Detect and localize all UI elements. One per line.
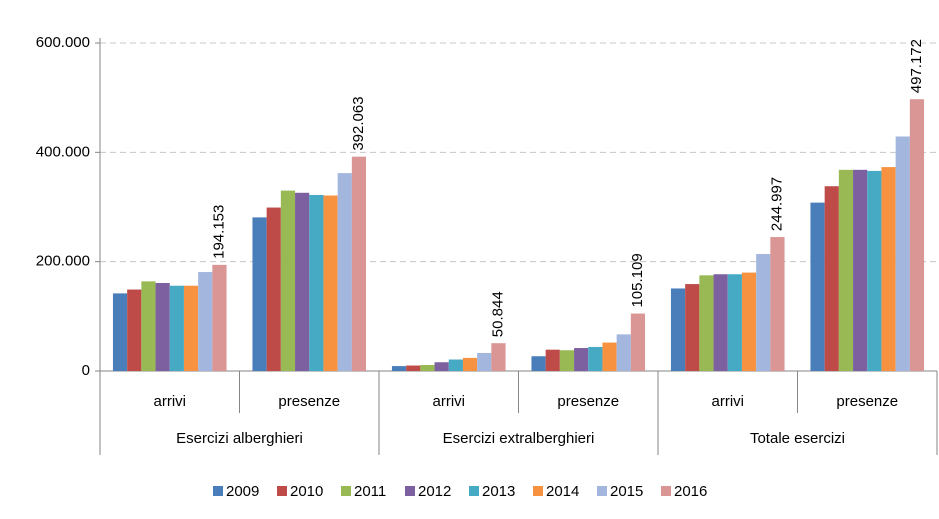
bar [212, 264, 227, 371]
bar [616, 334, 631, 371]
legend-label: 2013 [482, 483, 515, 500]
bar [685, 284, 700, 371]
legend-swatch [341, 486, 351, 496]
data-label: 497.172 [908, 39, 925, 93]
legend-label: 2010 [290, 483, 323, 500]
bar [574, 348, 589, 371]
group-label: Totale esercizi [750, 430, 845, 447]
bar [867, 170, 882, 371]
bar [112, 293, 128, 371]
bar [853, 169, 868, 371]
x-tick-label: arrivi [433, 393, 466, 410]
legend-label: 2009 [226, 483, 259, 500]
bar [699, 275, 714, 371]
legend-label: 2011 [354, 483, 386, 500]
x-tick-label: presenze [557, 393, 619, 410]
y-tick-label: 600.000 [36, 34, 90, 51]
bar [155, 282, 170, 371]
bar [351, 156, 367, 371]
bar [909, 99, 925, 371]
bar [824, 186, 839, 371]
bar [169, 285, 184, 371]
bar [741, 272, 757, 371]
bar [266, 207, 281, 371]
data-label: 105.109 [629, 253, 646, 307]
legend-swatch [533, 486, 543, 496]
legend-label: 2016 [674, 483, 707, 500]
bar [756, 254, 771, 371]
bar [391, 366, 407, 371]
y-tick-label: 400.000 [36, 143, 90, 160]
bar [881, 167, 896, 371]
bar [588, 346, 603, 371]
group-label: Esercizi extralberghieri [443, 430, 595, 447]
bar [406, 365, 421, 371]
bar [545, 349, 560, 371]
legend-label: 2012 [418, 483, 451, 500]
x-tick-label: presenze [278, 393, 340, 410]
data-label: 392.063 [350, 96, 367, 150]
legend-swatch [661, 486, 671, 496]
x-tick-label: presenze [836, 393, 898, 410]
legend-swatch [597, 486, 607, 496]
bar [491, 343, 506, 371]
legend-label: 2015 [610, 483, 643, 500]
legend-swatch [277, 486, 287, 496]
bar [420, 364, 435, 371]
x-tick-label: arrivi [712, 393, 745, 410]
bar [434, 362, 449, 371]
bar [559, 350, 575, 371]
bar [630, 313, 646, 371]
data-label: 50.844 [489, 291, 506, 337]
bar [838, 169, 854, 371]
y-tick-label: 200.000 [36, 253, 90, 270]
legend-label: 2014 [546, 483, 579, 500]
y-tick-label: 0 [82, 362, 90, 379]
bar [337, 173, 352, 371]
bar [895, 136, 910, 371]
bar [602, 342, 617, 371]
bar [198, 272, 213, 371]
bar [810, 202, 825, 371]
legend-swatch [405, 486, 415, 496]
data-label: 244.997 [768, 177, 785, 231]
bar [252, 217, 267, 371]
bar [477, 352, 492, 371]
bar [448, 359, 463, 371]
bar [462, 357, 478, 371]
bar [183, 285, 199, 371]
legend-swatch [469, 486, 479, 496]
bar [323, 195, 338, 371]
bar [141, 281, 156, 371]
x-tick-label: arrivi [154, 393, 187, 410]
bar [295, 192, 310, 371]
bar [127, 289, 142, 371]
data-label: 194.153 [210, 205, 227, 259]
bar [770, 237, 785, 371]
bar [309, 194, 324, 371]
bar [727, 274, 742, 371]
group-label: Esercizi alberghieri [176, 430, 303, 447]
bar [531, 356, 546, 371]
bar [280, 190, 296, 371]
legend-swatch [213, 486, 223, 496]
bar [670, 288, 686, 371]
bar [713, 274, 728, 371]
